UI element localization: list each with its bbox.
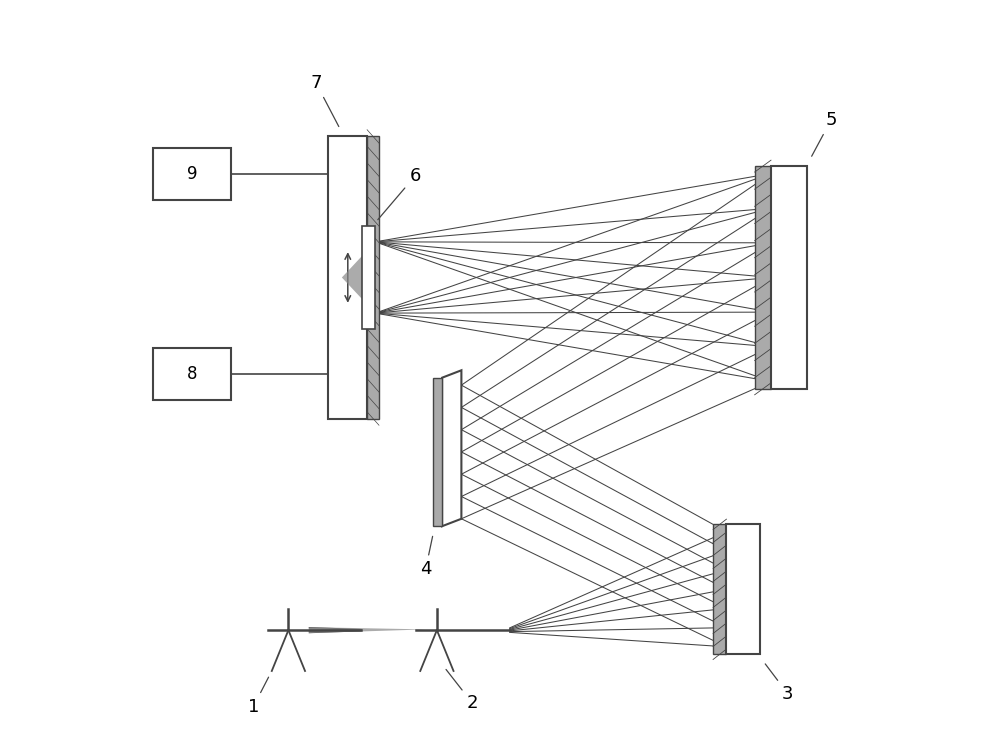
Text: 6: 6 [378,167,421,220]
Text: 5: 5 [812,111,837,156]
Text: 9: 9 [187,165,197,183]
Text: 8: 8 [187,365,197,383]
Text: 2: 2 [446,669,478,712]
Polygon shape [433,378,442,526]
Bar [153,348,231,400]
Bar [771,166,807,389]
Bar [328,136,367,419]
Text: 1: 1 [248,677,269,716]
Text: 4: 4 [420,536,433,578]
Polygon shape [342,242,375,313]
Bar [713,524,726,654]
Polygon shape [309,627,426,633]
Bar [367,136,379,419]
Polygon shape [442,370,461,526]
Bar [362,225,375,329]
Text: 3: 3 [765,664,794,703]
Bar [755,166,771,389]
Bar [726,524,760,654]
Bar [153,147,231,200]
Text: 7: 7 [310,74,339,126]
